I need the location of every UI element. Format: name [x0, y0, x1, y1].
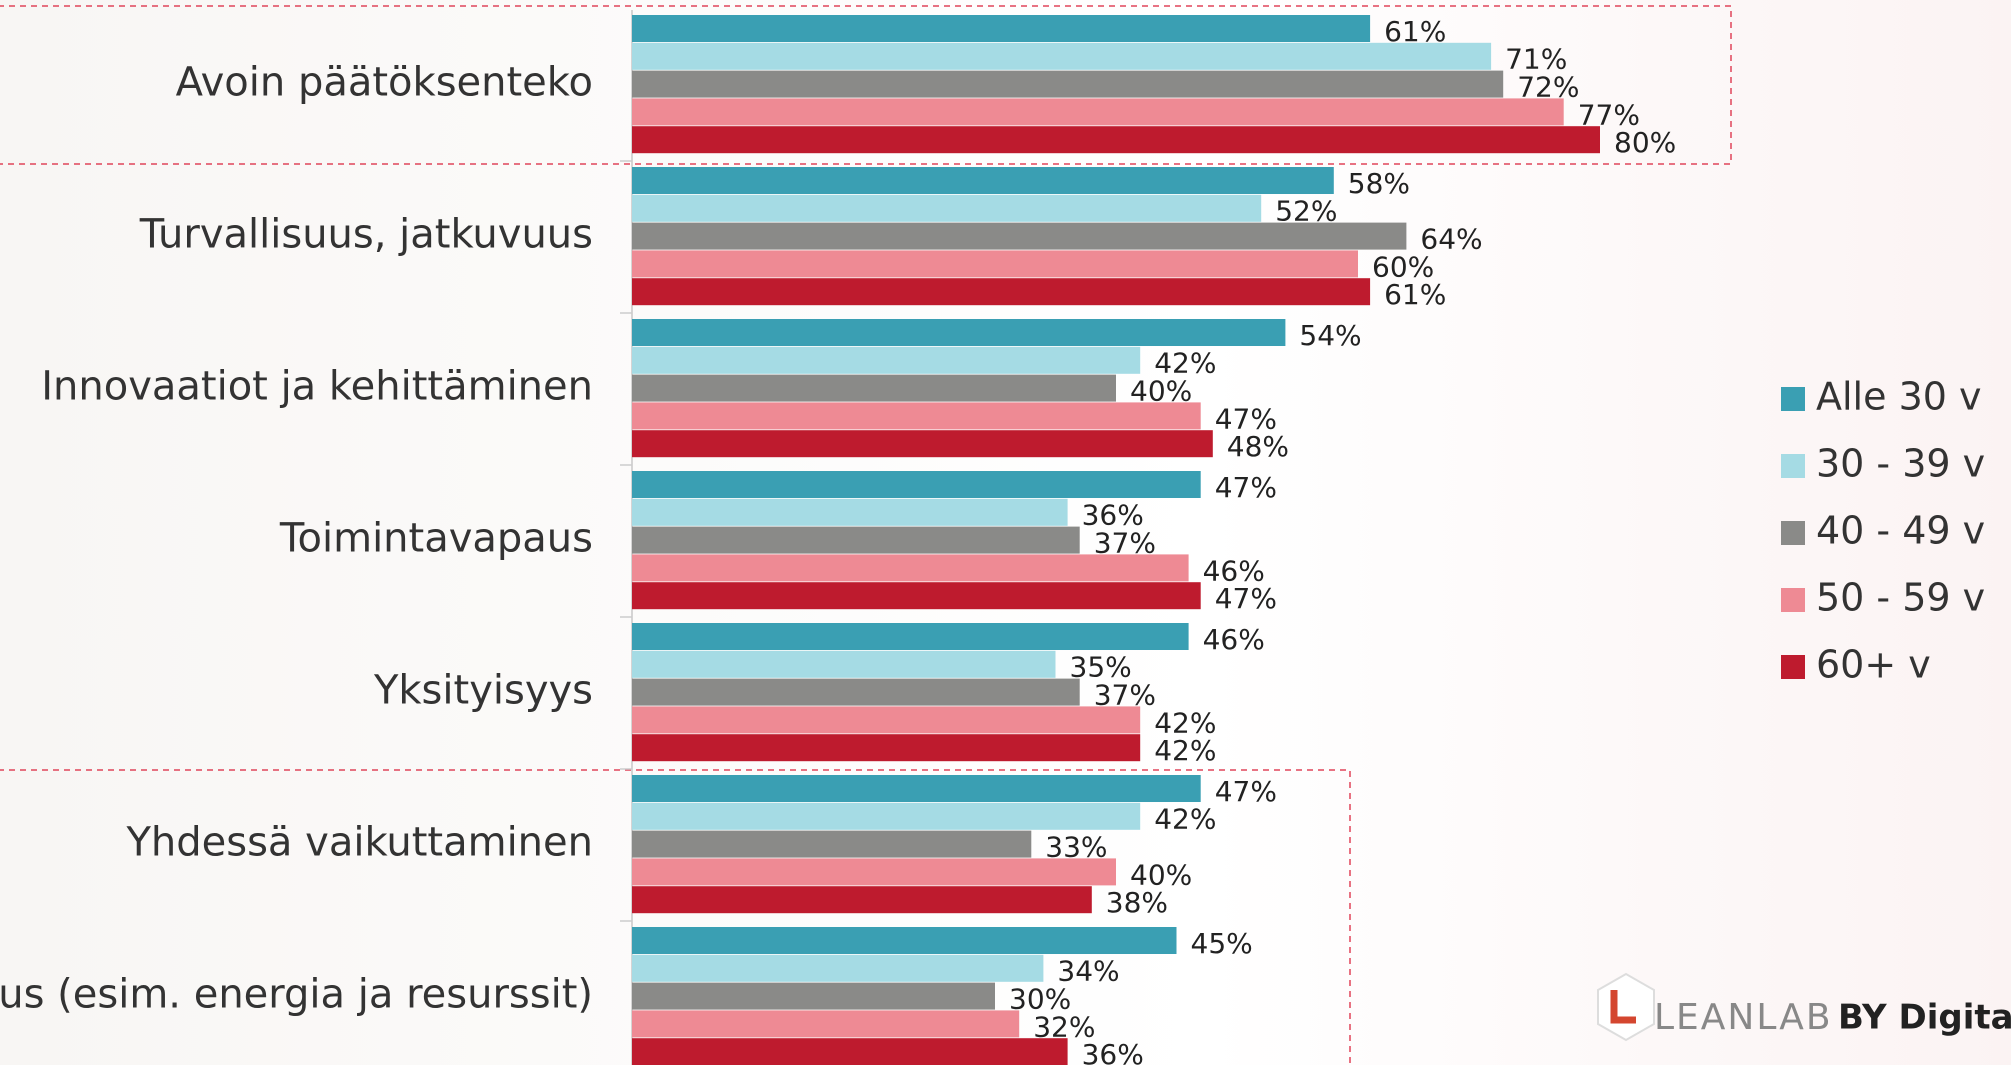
- value-label: 45%: [1191, 927, 1253, 960]
- highlight-box: [0, 769, 1351, 1065]
- value-label: 80%: [1614, 126, 1676, 159]
- bar: [632, 222, 1407, 250]
- category-label: Yhdessä vaikuttaminen: [125, 820, 593, 866]
- category-label: Toimintavapaus: [279, 516, 593, 562]
- category-label: Turvallisuus, jatkuvuus: [139, 212, 593, 258]
- bar: [632, 954, 1044, 982]
- value-label: 46%: [1203, 623, 1265, 656]
- bar: [632, 706, 1141, 734]
- value-label: 47%: [1215, 775, 1277, 808]
- legend-label: 30 - 39 v: [1816, 442, 1985, 486]
- bar: [632, 70, 1504, 98]
- bar: [632, 526, 1080, 554]
- legend-swatch: [1781, 521, 1805, 545]
- value-label: 33%: [1045, 831, 1107, 864]
- bar: [632, 471, 1201, 498]
- value-label: 47%: [1215, 402, 1277, 435]
- category-label: uus (esim. energia ja resurssit): [0, 972, 593, 1018]
- bar: [632, 15, 1371, 42]
- value-label: 34%: [1057, 955, 1119, 988]
- bar: [632, 42, 1492, 70]
- value-label: 42%: [1154, 347, 1216, 380]
- value-label: 40%: [1130, 375, 1192, 408]
- bar: [632, 319, 1286, 346]
- legend-swatch: [1781, 387, 1805, 411]
- legend-swatch: [1781, 454, 1805, 478]
- bar: [632, 278, 1371, 306]
- bar: [632, 802, 1141, 830]
- value-label: 36%: [1082, 1038, 1144, 1065]
- value-label: 54%: [1299, 319, 1361, 352]
- value-label: 42%: [1154, 803, 1216, 836]
- bar: [632, 623, 1189, 650]
- bar: [632, 167, 1334, 194]
- bar: [632, 1038, 1068, 1065]
- legend-label: Alle 30 v: [1816, 375, 1982, 419]
- bar: [632, 250, 1358, 278]
- value-label: 37%: [1094, 679, 1156, 712]
- legend-label: 50 - 59 v: [1816, 576, 1985, 620]
- bar: [632, 886, 1092, 914]
- value-label: 37%: [1094, 527, 1156, 560]
- value-label: 60%: [1372, 250, 1434, 283]
- bar: [632, 582, 1201, 610]
- bar: [632, 374, 1116, 402]
- bar: [632, 927, 1177, 954]
- value-label: 47%: [1215, 582, 1277, 615]
- value-label: 71%: [1505, 43, 1567, 76]
- logo-by: BY Digitalis: [1838, 998, 2011, 1038]
- value-label: 46%: [1203, 554, 1265, 587]
- bar: [632, 554, 1189, 582]
- value-label: 64%: [1420, 223, 1482, 256]
- value-label: 42%: [1154, 734, 1216, 767]
- value-label: 47%: [1215, 471, 1277, 504]
- bar: [632, 830, 1032, 858]
- value-label: 61%: [1384, 278, 1446, 311]
- bar: [632, 126, 1600, 154]
- bar: [632, 98, 1564, 126]
- value-label: 48%: [1227, 430, 1289, 463]
- bar: [632, 678, 1080, 706]
- value-label: 38%: [1106, 886, 1168, 919]
- legend-swatch: [1781, 588, 1805, 612]
- bar: [632, 650, 1056, 678]
- value-label: 61%: [1384, 15, 1446, 48]
- logo-icon: [1610, 990, 1636, 1024]
- bar: [632, 346, 1141, 374]
- category-label: Yksityisyys: [373, 668, 593, 714]
- value-label: 72%: [1517, 71, 1579, 104]
- value-label: 52%: [1275, 195, 1337, 228]
- value-label: 77%: [1578, 98, 1640, 131]
- legend-label: 60+ v: [1816, 643, 1931, 687]
- category-label: Avoin päätöksenteko: [176, 60, 593, 106]
- value-label: 32%: [1033, 1010, 1095, 1043]
- bar: [632, 775, 1201, 802]
- legend-label: 40 - 49 v: [1816, 509, 1985, 553]
- bar: [632, 402, 1201, 430]
- logo-brand: LEANLAB: [1654, 997, 1833, 1038]
- category-label: Innovaatiot ja kehittäminen: [41, 364, 593, 410]
- legend-swatch: [1781, 655, 1805, 679]
- value-label: 58%: [1348, 167, 1410, 200]
- value-label: 40%: [1130, 858, 1192, 891]
- value-label: 42%: [1154, 706, 1216, 739]
- value-label: 30%: [1009, 983, 1071, 1016]
- value-label: 36%: [1082, 499, 1144, 532]
- bar: [632, 430, 1213, 458]
- bar: [632, 734, 1141, 762]
- bar: [632, 194, 1262, 222]
- bar: [632, 982, 995, 1010]
- bar: [632, 1010, 1020, 1038]
- value-label: 35%: [1070, 651, 1132, 684]
- bar: [632, 498, 1068, 526]
- bar: [632, 858, 1116, 886]
- logo-icon: [1597, 972, 1655, 1042]
